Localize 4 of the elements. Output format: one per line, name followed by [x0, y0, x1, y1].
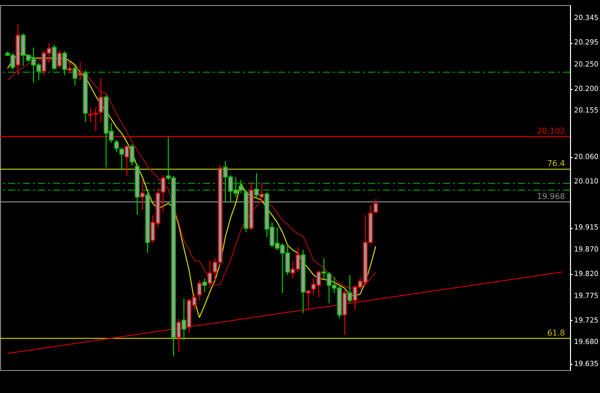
annotation: 61.8: [547, 328, 565, 338]
annotation: 76.4: [547, 159, 565, 168]
ref-line-label: 20.102: [537, 126, 565, 136]
ref-line-label: 19.968: [537, 192, 565, 201]
